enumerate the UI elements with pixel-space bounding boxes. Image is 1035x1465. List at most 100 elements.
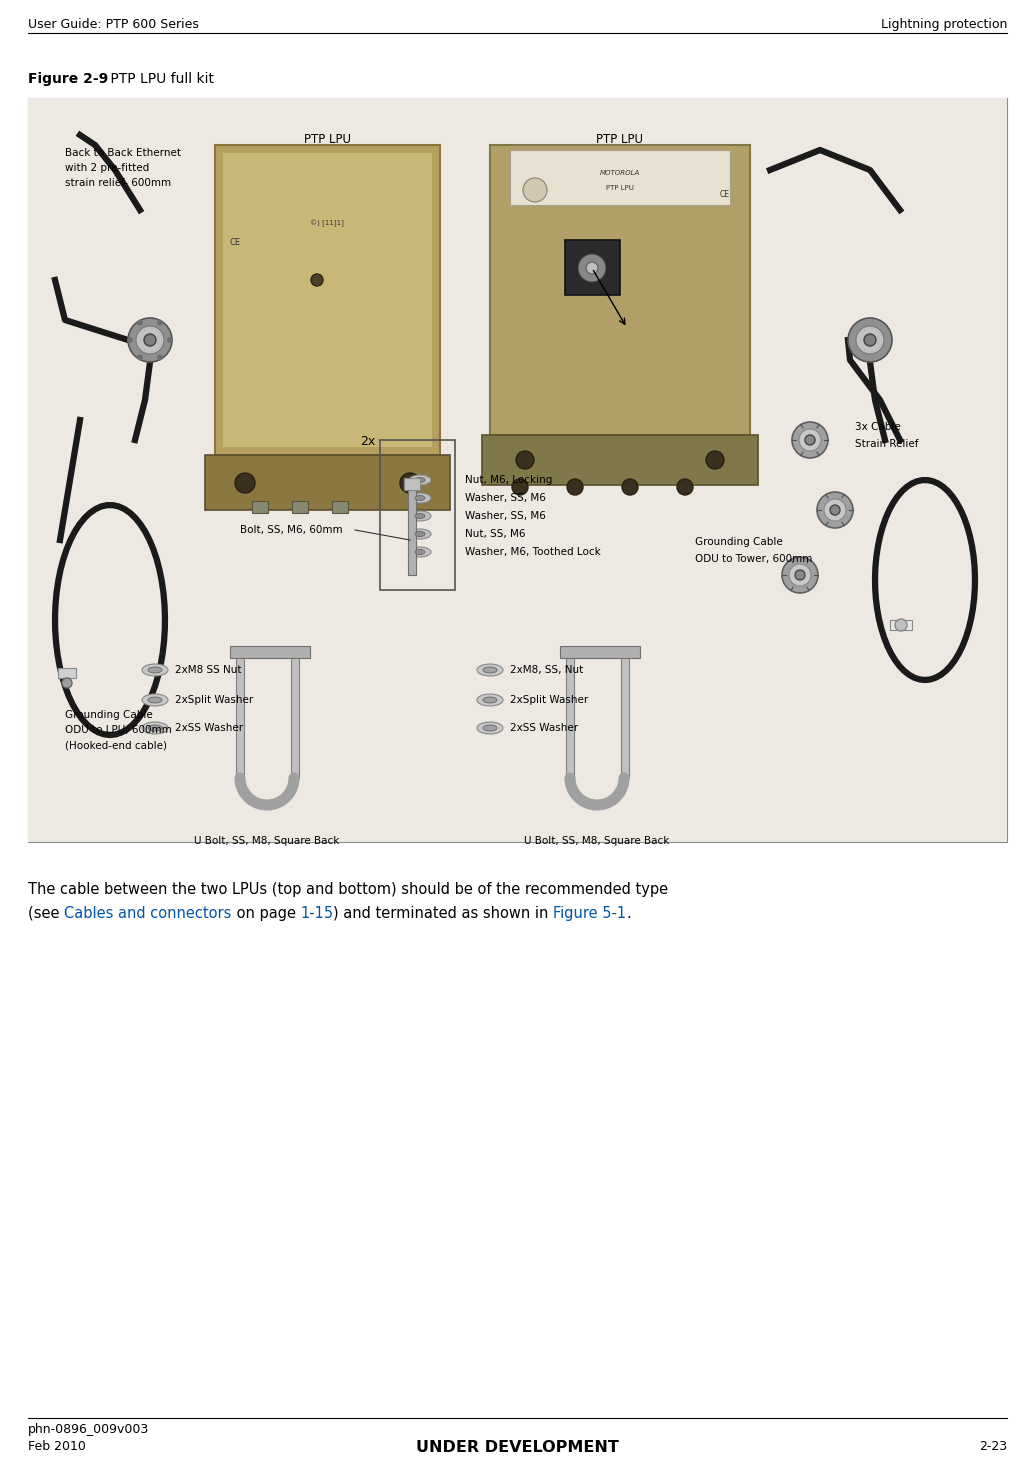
Text: with 2 pre-fitted: with 2 pre-fitted — [65, 163, 149, 173]
Text: PTP LPU: PTP LPU — [607, 185, 633, 190]
Text: 2xSS Washer: 2xSS Washer — [175, 724, 243, 732]
Text: Grounding Cable: Grounding Cable — [65, 711, 153, 719]
Circle shape — [157, 355, 162, 360]
Ellipse shape — [415, 549, 425, 554]
Circle shape — [856, 327, 884, 355]
Ellipse shape — [142, 722, 168, 734]
Circle shape — [622, 479, 638, 495]
Text: 2xM8, SS, Nut: 2xM8, SS, Nut — [510, 665, 584, 675]
Text: Nut, M6, Locking: Nut, M6, Locking — [465, 475, 553, 485]
Text: 2x: 2x — [360, 435, 376, 448]
Text: on page: on page — [232, 905, 300, 921]
Bar — [205, 456, 450, 510]
Circle shape — [782, 557, 818, 593]
Bar — [58, 668, 76, 678]
Text: ) and terminated as shown in: ) and terminated as shown in — [333, 905, 554, 921]
Bar — [490, 145, 750, 435]
Bar — [408, 485, 416, 574]
Text: Nut, SS, M6: Nut, SS, M6 — [465, 529, 526, 539]
Text: Washer, M6, Toothed Lock: Washer, M6, Toothed Lock — [465, 546, 600, 557]
Bar — [215, 145, 440, 456]
Circle shape — [824, 500, 846, 522]
Text: (see: (see — [28, 905, 64, 921]
Text: MOTOROLA: MOTOROLA — [600, 170, 640, 176]
Text: PTP LPU: PTP LPU — [596, 133, 644, 146]
Text: U Bolt, SS, M8, Square Back: U Bolt, SS, M8, Square Back — [195, 837, 339, 845]
Text: 2xSplit Washer: 2xSplit Washer — [510, 694, 588, 705]
Circle shape — [144, 334, 156, 346]
Text: Washer, SS, M6: Washer, SS, M6 — [465, 511, 545, 522]
Bar — [890, 620, 912, 630]
Circle shape — [127, 337, 134, 343]
Text: strain relief- 600mm: strain relief- 600mm — [65, 179, 171, 188]
Bar — [621, 648, 629, 778]
Text: Feb 2010: Feb 2010 — [28, 1440, 86, 1453]
Text: 2xSS Washer: 2xSS Washer — [510, 724, 579, 732]
Circle shape — [789, 564, 811, 586]
Text: User Guide: PTP 600 Series: User Guide: PTP 600 Series — [28, 18, 199, 31]
Text: Washer, SS, M6: Washer, SS, M6 — [465, 494, 545, 502]
Circle shape — [792, 422, 828, 459]
Text: ©) [11]1]: ©) [11]1] — [310, 220, 344, 227]
Circle shape — [848, 318, 892, 362]
Bar — [566, 648, 574, 778]
Circle shape — [157, 319, 162, 325]
Circle shape — [516, 451, 534, 469]
Bar — [565, 240, 620, 294]
Circle shape — [167, 337, 173, 343]
Circle shape — [137, 355, 143, 360]
Ellipse shape — [477, 722, 503, 734]
Ellipse shape — [409, 511, 431, 522]
Bar — [230, 646, 310, 658]
Ellipse shape — [483, 667, 497, 672]
Circle shape — [830, 505, 840, 516]
Ellipse shape — [483, 697, 497, 703]
Text: .: . — [626, 905, 631, 921]
Text: Figure 2-9: Figure 2-9 — [28, 72, 109, 86]
Bar — [510, 149, 730, 205]
Text: ODU to LPU, 600mm: ODU to LPU, 600mm — [65, 725, 172, 735]
Text: The cable between the two LPUs (top and bottom) should be of the recommended typ: The cable between the two LPUs (top and … — [28, 882, 669, 897]
Bar — [292, 501, 308, 513]
Ellipse shape — [415, 514, 425, 519]
Text: CE: CE — [720, 190, 730, 199]
Ellipse shape — [409, 546, 431, 557]
Circle shape — [310, 274, 323, 286]
Ellipse shape — [142, 694, 168, 706]
Ellipse shape — [415, 478, 425, 482]
Bar — [252, 501, 268, 513]
Circle shape — [895, 620, 907, 631]
Bar — [291, 648, 299, 778]
Circle shape — [677, 479, 693, 495]
Ellipse shape — [477, 694, 503, 706]
Text: 1-15: 1-15 — [300, 905, 333, 921]
Ellipse shape — [148, 725, 162, 731]
Circle shape — [799, 429, 821, 451]
Text: PTP LPU full kit: PTP LPU full kit — [106, 72, 214, 86]
Text: Back to Back Ethernet: Back to Back Ethernet — [65, 148, 181, 158]
Text: 3x Cable: 3x Cable — [855, 422, 900, 432]
Circle shape — [128, 318, 172, 362]
Text: Lightning protection: Lightning protection — [881, 18, 1007, 31]
Text: Figure 5-1: Figure 5-1 — [554, 905, 626, 921]
Ellipse shape — [409, 529, 431, 539]
Ellipse shape — [142, 664, 168, 675]
Circle shape — [523, 179, 548, 202]
Text: ODU to Tower, 600mm: ODU to Tower, 600mm — [694, 554, 812, 564]
Circle shape — [864, 334, 876, 346]
Ellipse shape — [409, 475, 431, 485]
Text: U Bolt, SS, M8, Square Back: U Bolt, SS, M8, Square Back — [525, 837, 670, 845]
Text: Strain Relief: Strain Relief — [855, 440, 918, 448]
Ellipse shape — [415, 495, 425, 501]
Circle shape — [805, 435, 815, 445]
Bar — [28, 98, 1007, 842]
Bar — [560, 646, 640, 658]
Circle shape — [706, 451, 724, 469]
Text: CE: CE — [230, 237, 241, 248]
Text: 2xSplit Washer: 2xSplit Washer — [175, 694, 254, 705]
Text: 2xM8 SS Nut: 2xM8 SS Nut — [175, 665, 241, 675]
Ellipse shape — [148, 667, 162, 672]
Circle shape — [235, 473, 255, 494]
Ellipse shape — [409, 494, 431, 502]
Bar — [482, 435, 758, 485]
